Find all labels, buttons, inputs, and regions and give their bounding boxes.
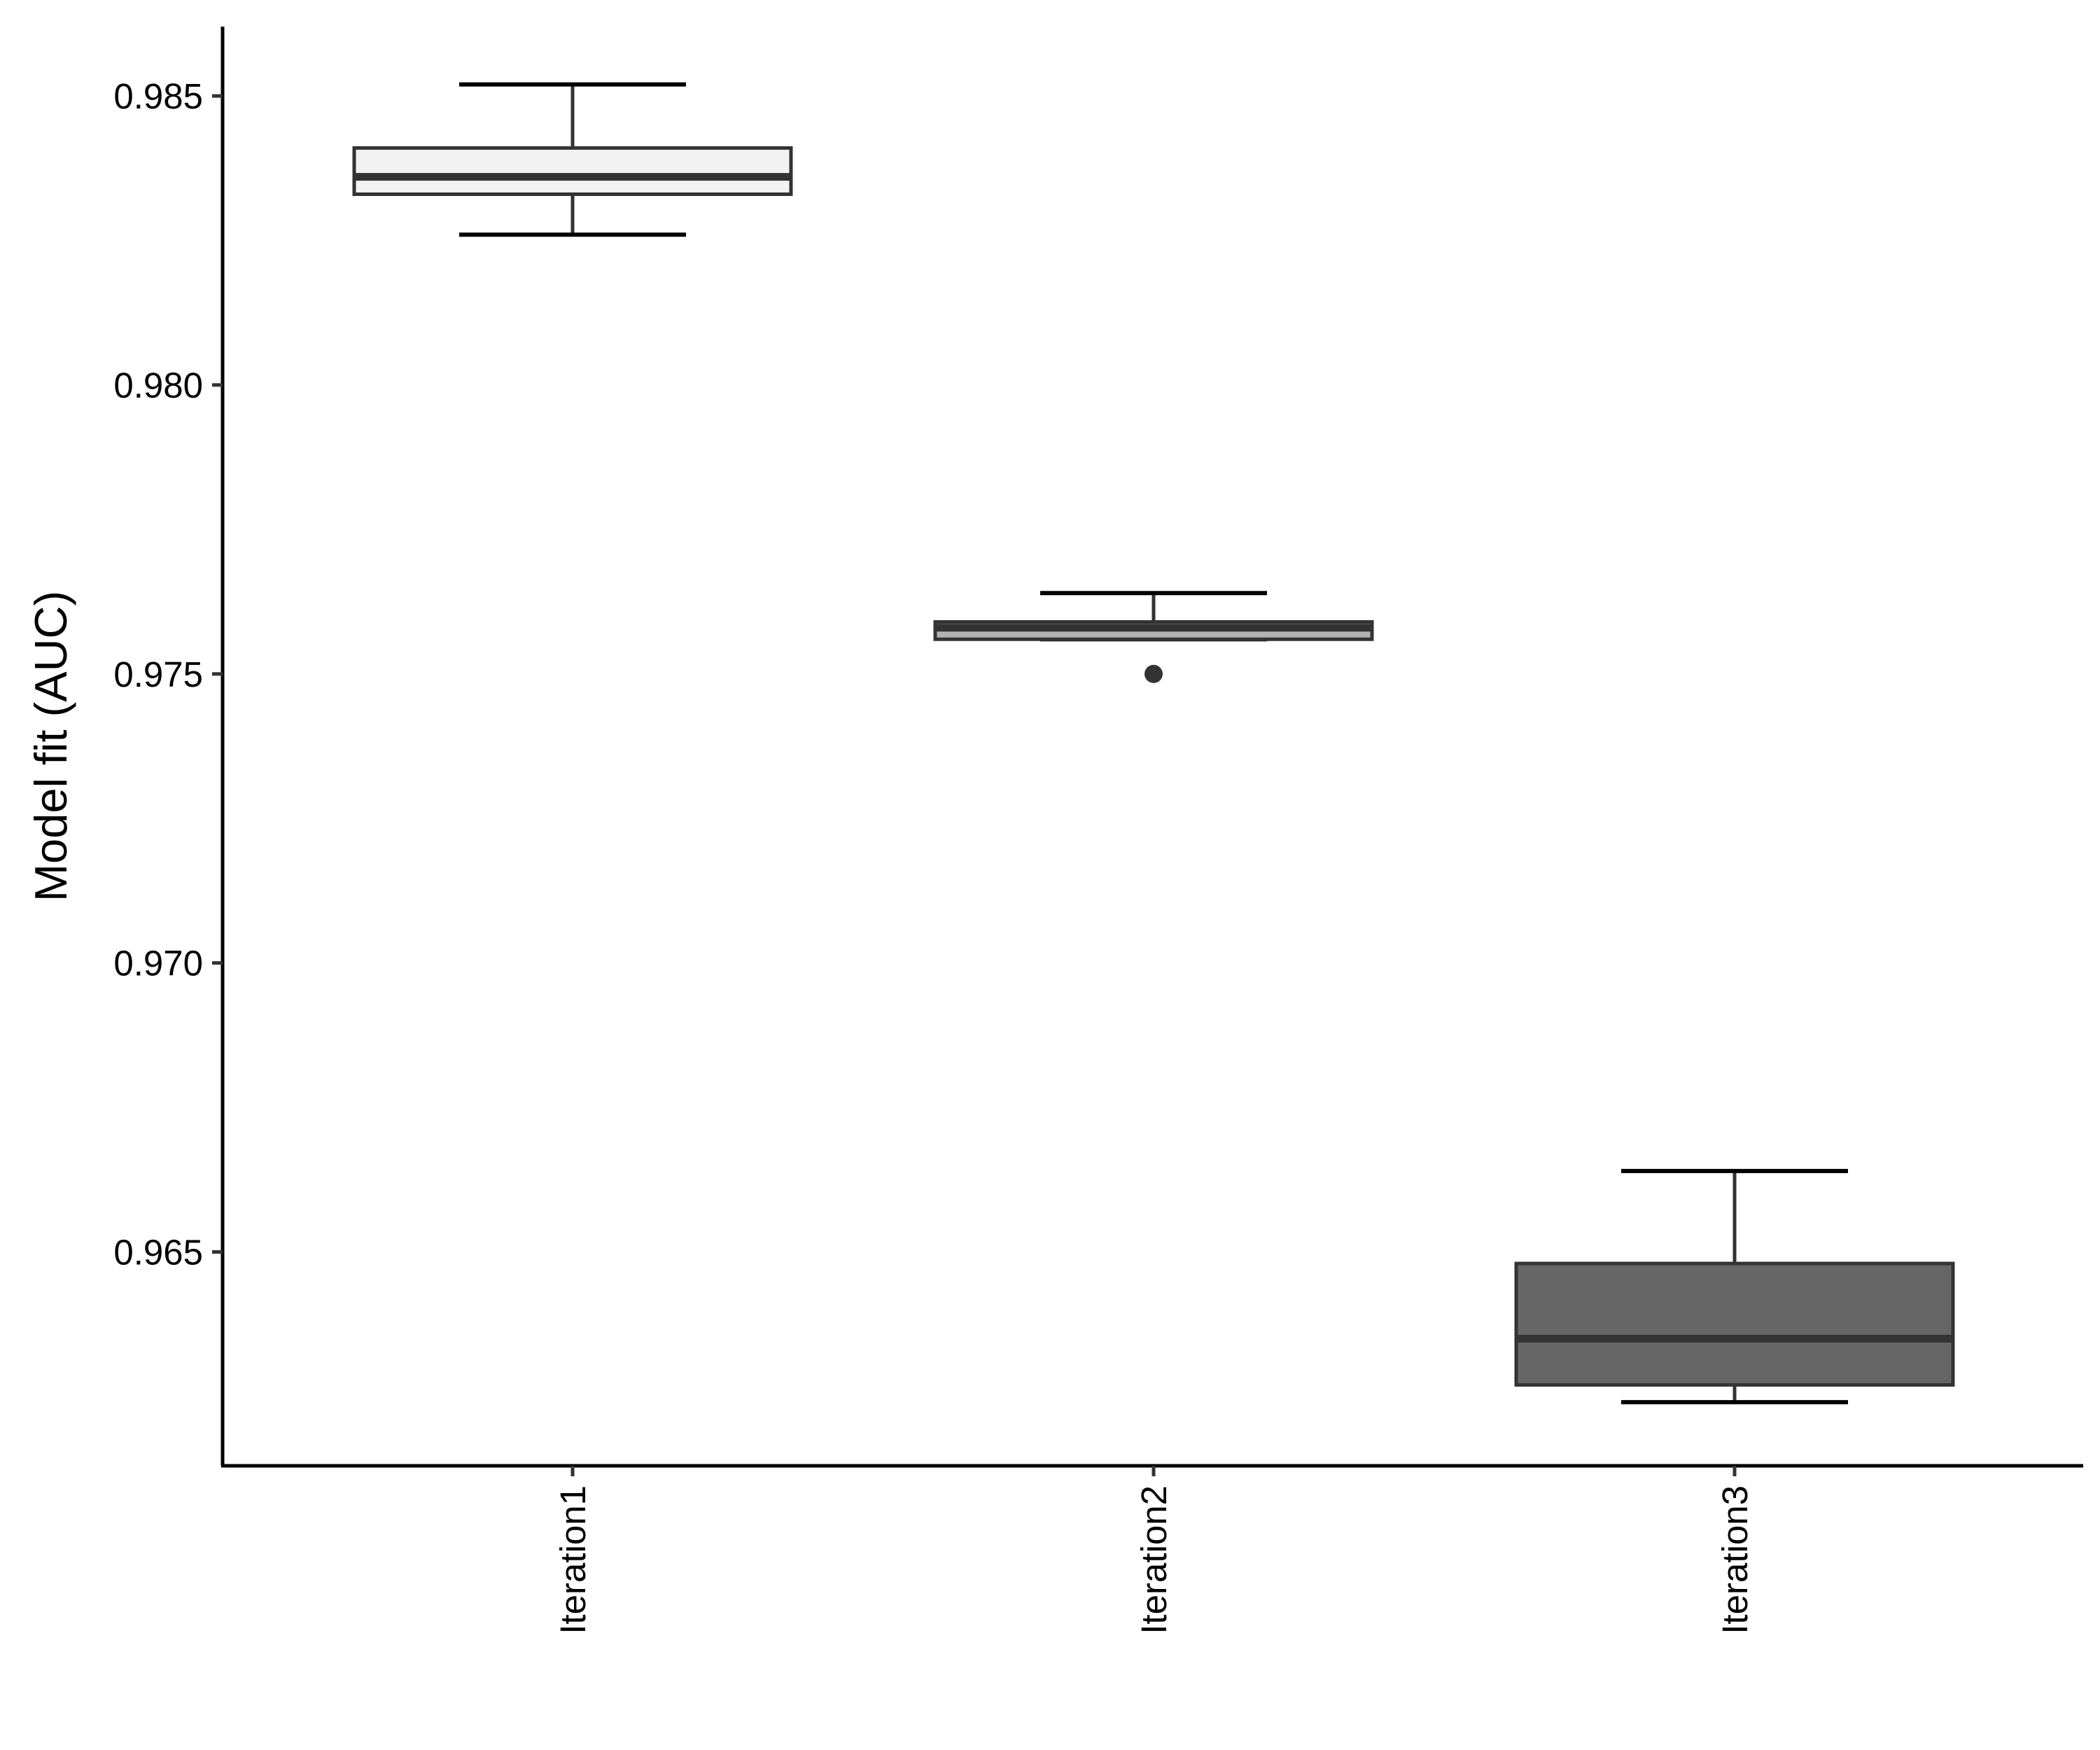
box-iteration1 — [352, 82, 793, 237]
x-axis: Iteration1 Iteration2 Iteration3 — [221, 1464, 2083, 1634]
y-tick-label: 0.975 — [113, 654, 203, 694]
y-tick-label: 0.980 — [113, 365, 203, 405]
x-tick-label: Iteration2 — [1134, 1485, 1174, 1634]
y-tick-label: 0.965 — [113, 1232, 203, 1272]
x-tick-label: Iteration3 — [1715, 1485, 1755, 1634]
y-tick-label: 0.970 — [113, 944, 203, 983]
y-axis-title: Model fit (AUC) — [25, 591, 76, 902]
iqr-box — [352, 146, 793, 196]
y-axis: 0.965 0.970 0.975 0.980 0.985 — [113, 27, 225, 1466]
box-iteration3 — [1514, 1168, 1955, 1405]
y-tick-label: 0.985 — [113, 76, 203, 116]
iqr-box — [1514, 1261, 1955, 1387]
box-iteration2 — [933, 591, 1374, 683]
outlier-point — [1144, 664, 1163, 683]
x-tick-label: Iteration1 — [553, 1485, 593, 1634]
boxplot-series — [352, 82, 1955, 1405]
